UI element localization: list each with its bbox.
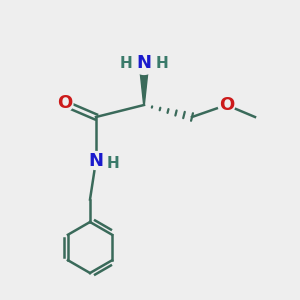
Text: H: H <box>106 156 119 171</box>
Text: H: H <box>120 56 133 70</box>
Text: N: N <box>88 152 104 169</box>
Text: H: H <box>155 56 168 70</box>
Text: O: O <box>219 96 234 114</box>
Circle shape <box>218 97 235 113</box>
Circle shape <box>133 52 155 74</box>
Circle shape <box>56 95 73 112</box>
Text: O: O <box>57 94 72 112</box>
Polygon shape <box>139 63 149 105</box>
Circle shape <box>87 152 105 169</box>
Text: N: N <box>136 54 152 72</box>
